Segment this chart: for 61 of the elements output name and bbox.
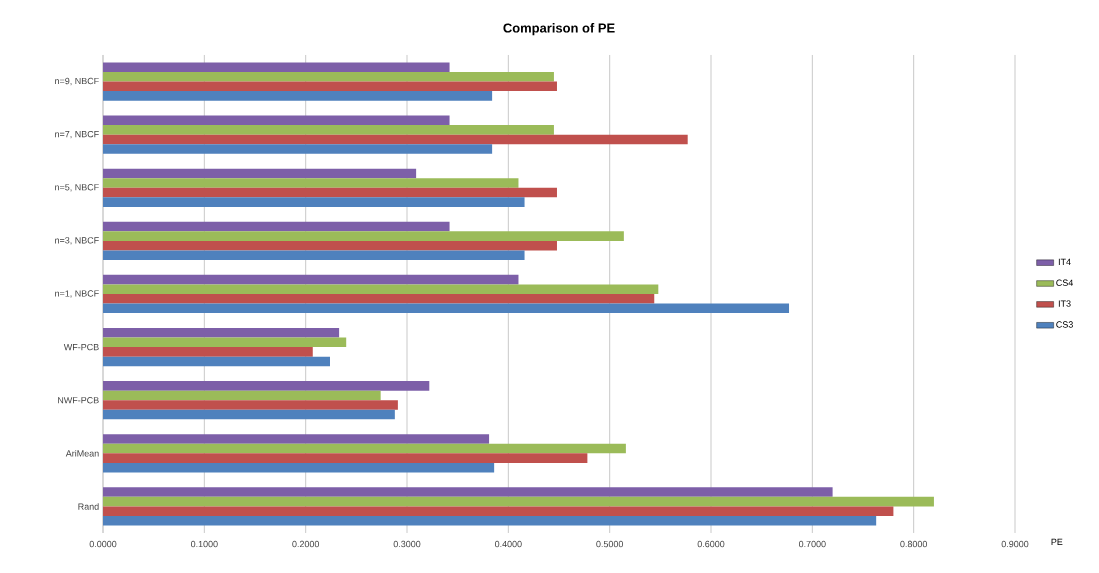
bar <box>103 487 833 497</box>
bar <box>103 221 450 232</box>
legend-label: CS3 <box>1056 321 1073 328</box>
bar <box>103 496 934 507</box>
bar <box>103 443 626 454</box>
bar <box>103 81 557 92</box>
bar <box>103 284 659 294</box>
bar <box>103 91 493 101</box>
bar <box>103 400 398 410</box>
x-tick-label: 0.9000 <box>1001 540 1029 548</box>
bar <box>103 231 624 241</box>
bar <box>103 71 554 82</box>
bar <box>103 293 655 304</box>
bar <box>103 337 347 348</box>
x-tick-label: 0.1000 <box>190 540 218 548</box>
x-tick-label: 0.7000 <box>798 540 826 548</box>
x-tick-label: 0.2000 <box>292 540 320 548</box>
bar <box>103 197 525 207</box>
y-tick-label: n=9, NBCF <box>55 77 99 86</box>
legend-label: IT4 <box>1058 258 1071 265</box>
legend-label: IT3 <box>1058 300 1071 307</box>
y-tick-label: AriMean <box>65 450 99 457</box>
bar <box>103 409 395 420</box>
bar <box>103 62 450 72</box>
x-axis-title: PE <box>1051 538 1063 546</box>
bar <box>103 390 381 401</box>
y-tick-label: n=5, NBCF <box>55 184 99 192</box>
bar <box>103 462 495 473</box>
y-tick-label: WF-PCB <box>63 343 99 351</box>
y-tick-label: NWF-PCB <box>58 397 99 404</box>
bar <box>103 250 525 260</box>
y-tick-label: n=7, NBCF <box>55 130 99 139</box>
bar <box>103 274 519 285</box>
x-tick-label: 0.6000 <box>697 540 725 548</box>
bar <box>103 327 340 338</box>
bar <box>103 303 790 314</box>
bar <box>103 187 557 198</box>
y-tick-label: Rand <box>78 503 99 510</box>
bar <box>103 347 313 357</box>
y-tick-label: n=1, NBCF <box>55 290 99 298</box>
bar <box>103 144 493 154</box>
chart-title: Comparison of PE <box>503 23 615 36</box>
bar <box>103 134 688 145</box>
bar <box>103 515 877 526</box>
x-tick-label: 0.5000 <box>596 540 624 548</box>
bar <box>103 178 519 188</box>
legend-label: CS4 <box>1056 279 1074 286</box>
bar <box>103 381 430 391</box>
bar <box>103 115 450 126</box>
bar <box>103 240 557 251</box>
bar <box>103 434 490 444</box>
x-tick-label: 0.4000 <box>494 540 522 548</box>
bar <box>103 125 554 135</box>
bar <box>103 453 588 463</box>
bar <box>103 168 417 179</box>
bar <box>103 356 330 367</box>
y-tick-label: n=3, NBCF <box>55 237 99 245</box>
bar <box>103 506 894 516</box>
x-tick-label: 0.8000 <box>900 540 928 548</box>
x-tick-label: 0.0000 <box>89 540 117 548</box>
x-tick-label: 0.3000 <box>393 540 421 548</box>
